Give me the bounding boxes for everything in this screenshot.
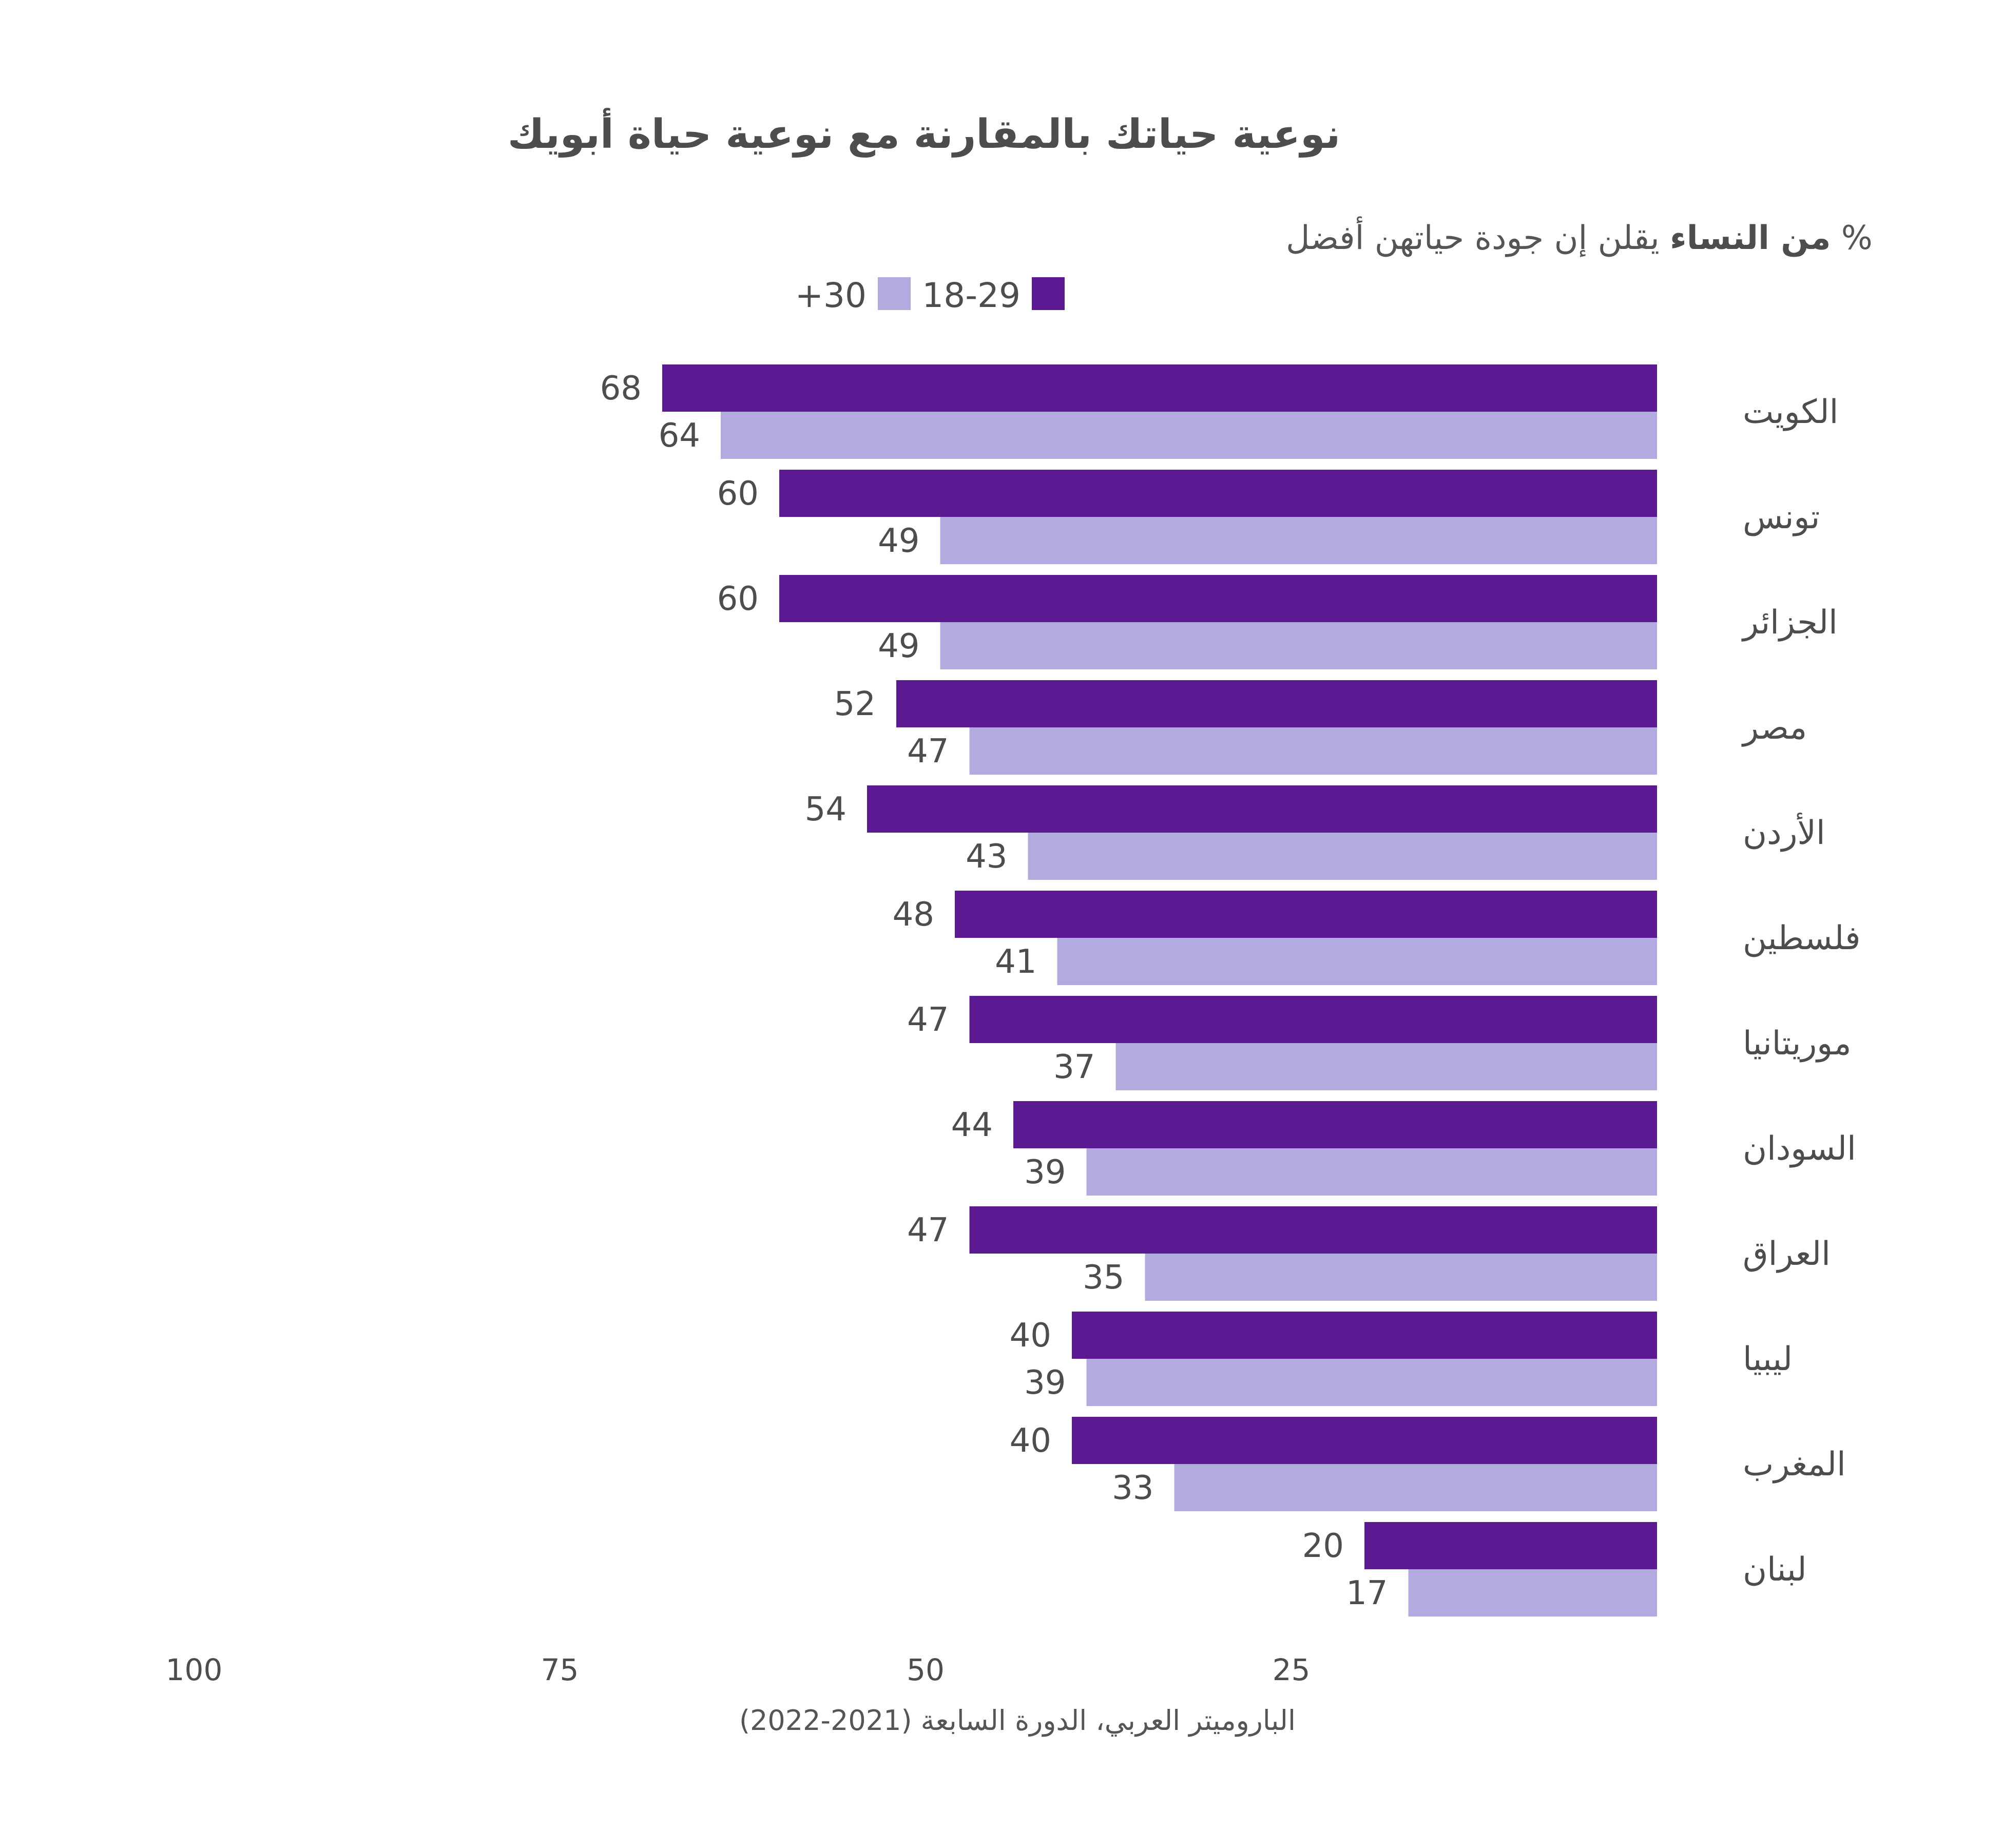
bar-18-29-4 xyxy=(867,785,1657,833)
data-label-30plus-6: 37 xyxy=(1053,1048,1095,1086)
data-label-18-29-6: 47 xyxy=(907,1001,949,1039)
category-label-2: الجزائر xyxy=(1741,604,1838,642)
data-label-30plus-9: 39 xyxy=(1024,1364,1066,1402)
legend-swatch-18-29 xyxy=(1032,277,1065,310)
bar-30plus-9 xyxy=(1086,1359,1657,1406)
category-label-10: المغرب xyxy=(1743,1446,1846,1484)
data-label-18-29-7: 44 xyxy=(951,1106,993,1144)
legend-swatch-30plus xyxy=(878,277,911,310)
bar-30plus-8 xyxy=(1145,1254,1657,1301)
data-label-18-29-11: 20 xyxy=(1302,1527,1344,1565)
bar-30plus-6 xyxy=(1115,1043,1657,1090)
subtitle-prefix: % xyxy=(1841,219,1873,257)
data-label-18-29-0: 68 xyxy=(600,370,642,408)
bar-18-29-6 xyxy=(969,996,1657,1043)
data-label-18-29-5: 48 xyxy=(893,896,934,934)
bar-18-29-3 xyxy=(896,680,1657,727)
source-note: الباروميتر العربي، الدورة السابعة (2021-… xyxy=(739,1704,1296,1737)
bar-18-29-7 xyxy=(1013,1101,1657,1148)
bar-30plus-7 xyxy=(1086,1148,1657,1196)
subtitle-bold: من النساء xyxy=(1670,219,1831,257)
bar-18-29-8 xyxy=(969,1206,1657,1254)
category-label-3: مصر xyxy=(1741,709,1807,747)
data-label-30plus-10: 33 xyxy=(1112,1469,1153,1507)
legend: 18-29 +30 xyxy=(795,276,1065,315)
legend-label-30plus: +30 xyxy=(795,276,867,315)
x-tick-label-75: 75 xyxy=(541,1652,579,1687)
data-label-30plus-5: 41 xyxy=(995,943,1036,981)
data-label-30plus-0: 64 xyxy=(659,417,700,455)
category-label-0: الكويت xyxy=(1743,393,1838,431)
category-label-7: السودان xyxy=(1743,1130,1856,1168)
legend-label-18-29: 18-29 xyxy=(922,276,1021,315)
data-label-30plus-1: 49 xyxy=(878,522,919,560)
bar-18-29-2 xyxy=(779,575,1657,622)
data-label-30plus-2: 49 xyxy=(878,627,919,665)
x-tick-label-100: 100 xyxy=(166,1652,223,1687)
data-label-30plus-4: 43 xyxy=(966,838,1007,876)
plot-area: 68 64 الكويت 60 49 تونس 60 49 الجزائر 52 47 مصر 54 43… xyxy=(600,364,1860,1616)
bar-30plus-10 xyxy=(1174,1464,1657,1511)
data-label-30plus-8: 35 xyxy=(1083,1259,1124,1297)
chart-subtitle: % من النساء يقلن إن جودة حياتهن أفضل xyxy=(1286,216,1873,257)
bar-18-29-5 xyxy=(955,891,1657,938)
bar-30plus-1 xyxy=(940,517,1657,564)
bar-18-29-11 xyxy=(1364,1522,1657,1569)
bar-30plus-4 xyxy=(1028,833,1657,880)
category-label-8: العراق xyxy=(1743,1235,1831,1273)
x-tick-label-25: 25 xyxy=(1273,1652,1311,1687)
bar-18-29-0 xyxy=(662,364,1657,412)
bar-18-29-9 xyxy=(1072,1312,1657,1359)
category-label-11: لبنان xyxy=(1743,1551,1807,1589)
data-label-18-29-1: 60 xyxy=(717,475,759,513)
bar-30plus-2 xyxy=(940,622,1657,669)
data-label-18-29-9: 40 xyxy=(1010,1317,1051,1355)
chart-title: نوعية حياتك بالمقارنة مع نوعية حياة أبوي… xyxy=(508,108,1340,158)
category-label-9: ليبيا xyxy=(1743,1340,1793,1378)
data-label-18-29-2: 60 xyxy=(717,580,759,618)
data-label-30plus-7: 39 xyxy=(1024,1153,1066,1191)
subtitle-rest: يقلن إن جودة حياتهن أفضل xyxy=(1286,216,1660,257)
data-label-18-29-8: 47 xyxy=(907,1211,949,1249)
bar-18-29-1 xyxy=(779,470,1657,517)
data-label-18-29-3: 52 xyxy=(834,685,876,723)
category-label-1: تونس xyxy=(1743,498,1820,536)
category-label-5: فلسطين xyxy=(1743,919,1860,957)
data-label-18-29-4: 54 xyxy=(805,791,846,829)
category-label-4: الأردن xyxy=(1743,812,1825,852)
category-label-6: موريتانيا xyxy=(1743,1025,1852,1063)
x-axis: 25 50 75 100 xyxy=(166,1652,1311,1687)
bar-18-29-10 xyxy=(1072,1417,1657,1464)
bar-30plus-11 xyxy=(1408,1569,1657,1616)
bar-30plus-3 xyxy=(969,727,1657,775)
bar-30plus-5 xyxy=(1057,938,1657,985)
data-label-30plus-11: 17 xyxy=(1346,1574,1388,1612)
data-label-18-29-10: 40 xyxy=(1010,1422,1051,1460)
bar-30plus-0 xyxy=(721,412,1657,459)
data-label-30plus-3: 47 xyxy=(907,733,949,771)
x-tick-label-50: 50 xyxy=(907,1652,945,1687)
